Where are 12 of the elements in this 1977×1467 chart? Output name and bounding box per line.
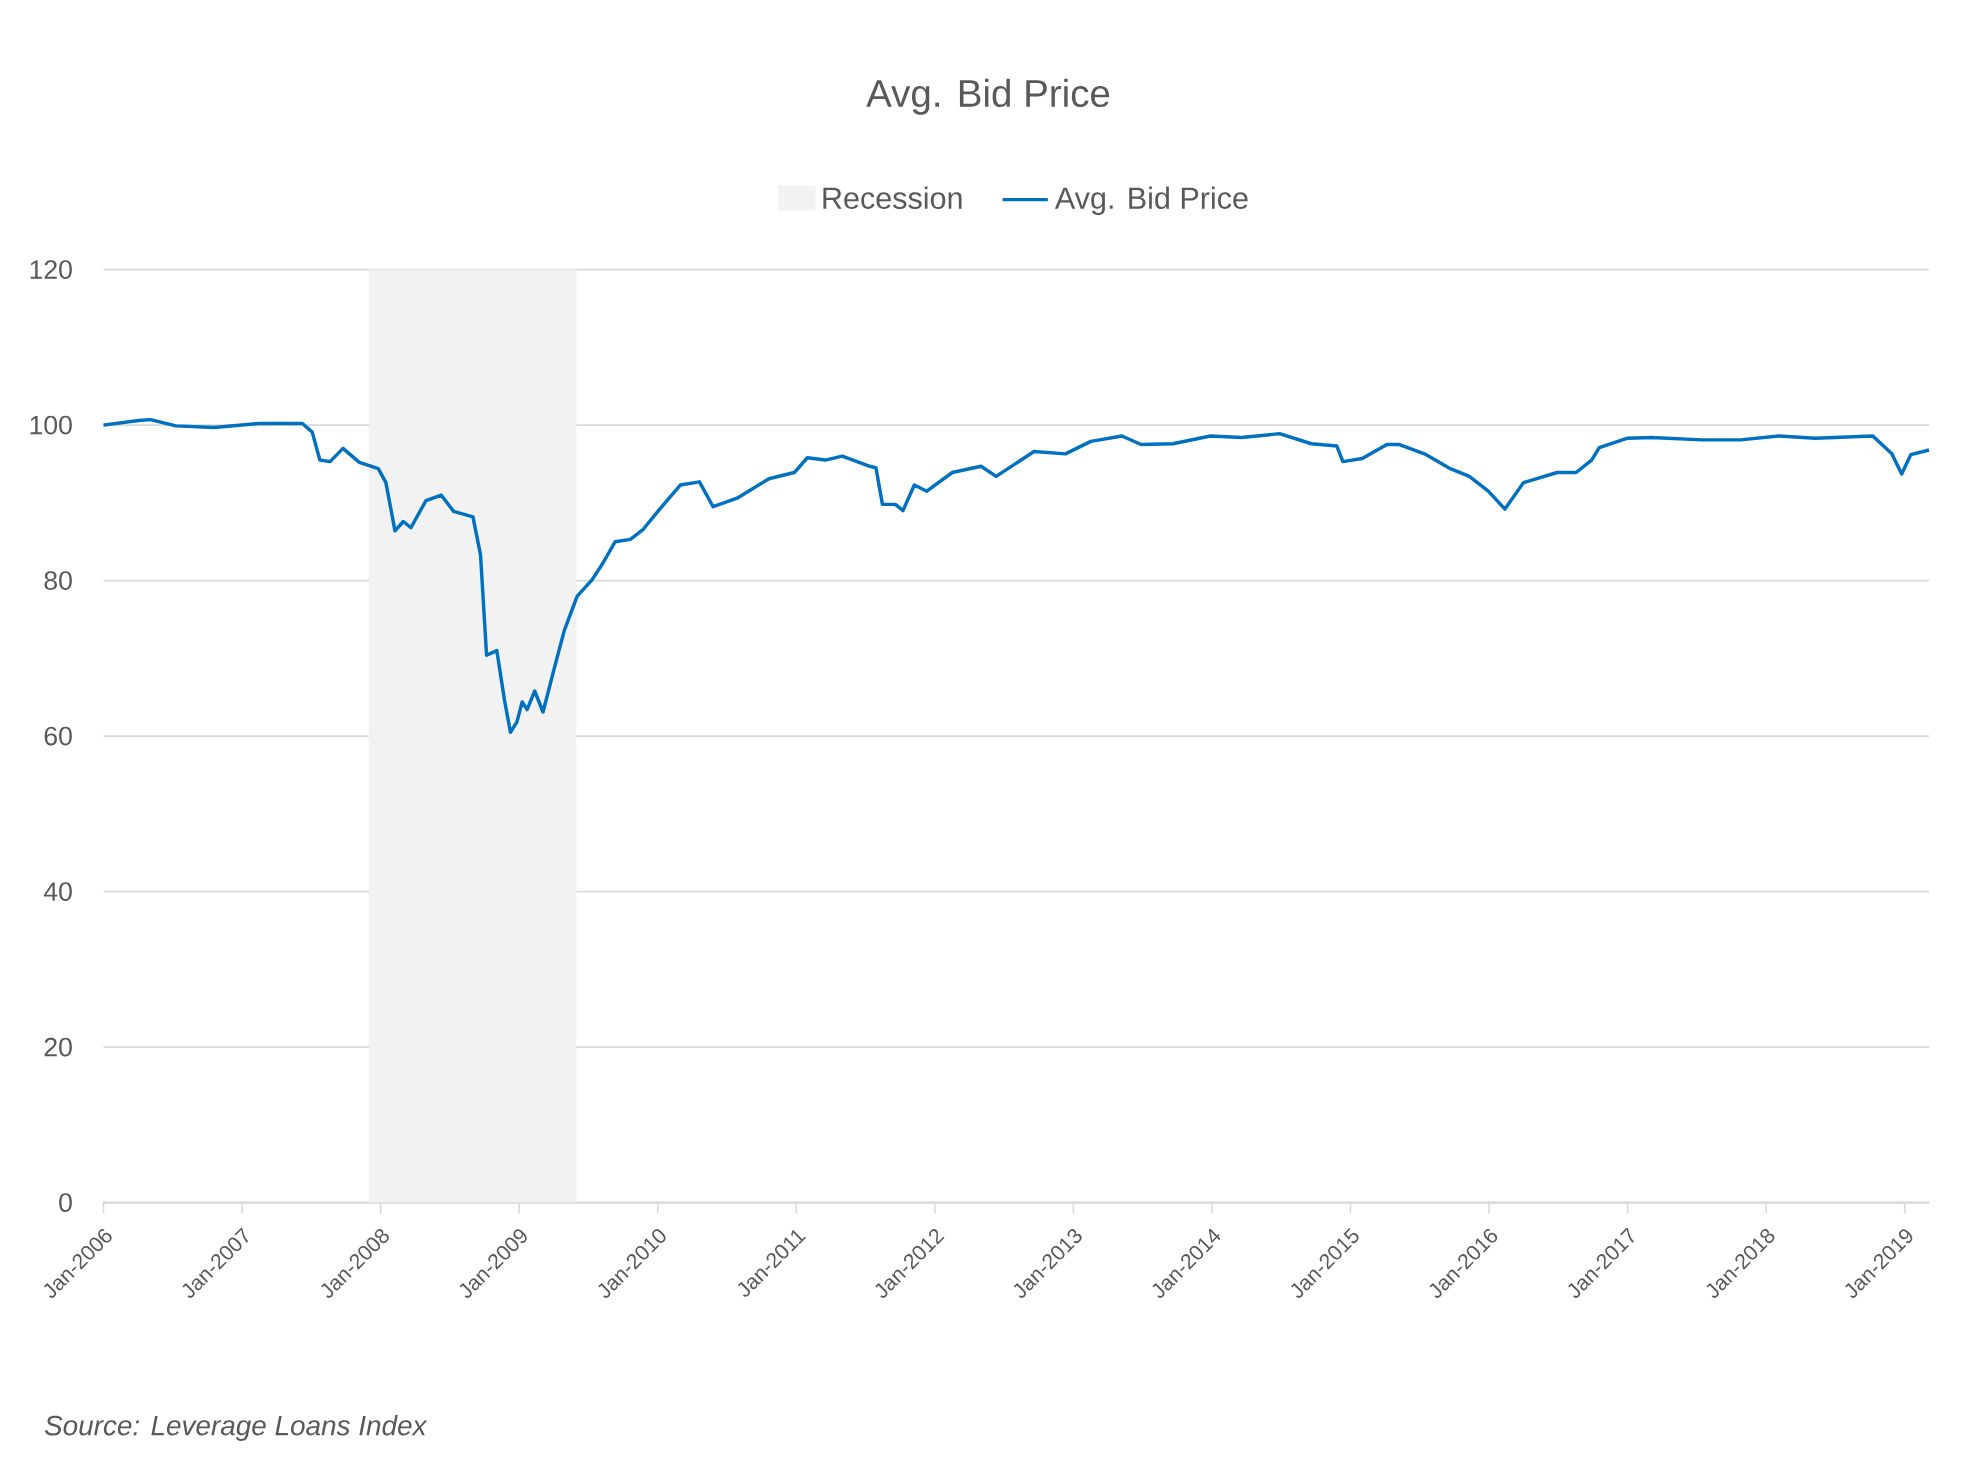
legend-label: Recession [823,186,962,209]
y-tick-label: 40 [43,882,72,901]
y-tick-label: 0 [59,1193,72,1212]
y-tick-label: 60 [44,726,72,746]
y-tick-label: 20 [44,1037,72,1057]
y-tick-label: 100 [30,415,72,435]
chart-title: Avg. Bid Price [866,78,1110,115]
line-series [101,417,1931,734]
legend-label: Avg. Bid Price [1054,186,1248,215]
y-tick-label: 80 [44,570,72,590]
y-tick-label: 120 [30,259,72,279]
source-note: Source: Leverage Loans Index [44,1414,428,1441]
